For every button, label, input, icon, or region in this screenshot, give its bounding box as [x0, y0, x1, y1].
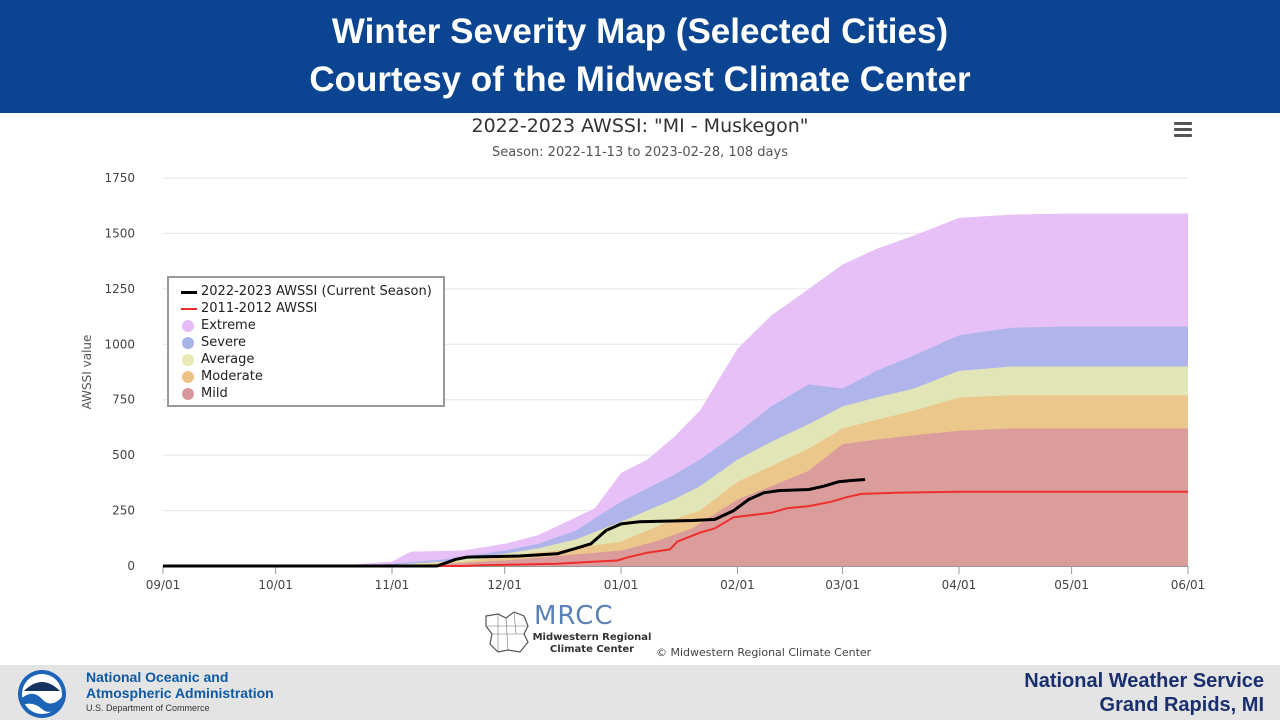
- x-tick-label: 12/01: [487, 578, 522, 592]
- nws-line2: Grand Rapids, MI: [1099, 694, 1264, 716]
- chart-subtitle: Season: 2022-11-13 to 2023-02-28, 108 da…: [491, 145, 788, 160]
- hamburger-menu-icon[interactable]: [1172, 119, 1194, 141]
- series-line-2011-2012: [163, 490, 1188, 567]
- legend-label: 2022-2023 AWSSI (Current Season): [201, 284, 432, 299]
- legend-item-current-season[interactable]: 2022-2023 AWSSI (Current Season): [179, 283, 443, 300]
- legend-label: Extreme: [201, 318, 256, 333]
- x-tick-label: 06/01: [1171, 578, 1206, 592]
- chart-credit-link[interactable]: © Midwestern Regional Climate Center: [656, 646, 872, 659]
- y-tick-label: 750: [112, 393, 135, 407]
- noaa-dept: U.S. Department of Commerce: [86, 703, 210, 713]
- legend-label: Mild: [201, 386, 228, 401]
- awssi-chart: 0 250 500 750 1000 1250 1500 1750 09/01 10/01 11/0…: [80, 171, 1206, 592]
- mrcc-name-line2: Climate Center: [549, 644, 635, 655]
- nws-office: National Weather Service Grand Rapids, M…: [1024, 669, 1264, 717]
- y-tick-label: 1750: [104, 171, 135, 185]
- legend-label: Severe: [201, 335, 246, 350]
- noaa-org-line2: Atmospheric Administration: [86, 685, 274, 701]
- legend-item-mild[interactable]: Mild: [179, 385, 443, 402]
- midwest-map-icon: [485, 611, 529, 653]
- legend-item-moderate[interactable]: Moderate: [179, 368, 443, 385]
- banner-subtitle: Courtesy of the Midwest Climate Center: [309, 60, 971, 99]
- mrcc-logo: MRCC Midwestern Regional Climate Center: [484, 601, 654, 660]
- series-line-current-season: [163, 478, 866, 568]
- x-tick-label: 09/01: [146, 578, 181, 592]
- chart-legend: 2022-2023 AWSSI (Current Season) 2011-20…: [167, 276, 445, 407]
- legend-item-severe[interactable]: Severe: [179, 334, 443, 351]
- y-tick-label: 1500: [104, 226, 135, 240]
- legend-label: Average: [201, 352, 255, 367]
- x-tick-label: 11/01: [375, 578, 410, 592]
- x-tick-label: 01/01: [604, 578, 639, 592]
- y-axis-title: AWSSI value: [80, 335, 94, 410]
- y-tick-label: 1250: [104, 282, 135, 296]
- legend-item-extreme[interactable]: Extreme: [179, 317, 443, 334]
- legend-label: 2011-2012 AWSSI: [201, 301, 318, 316]
- legend-item-average[interactable]: Average: [179, 351, 443, 368]
- noaa-org-name: National Oceanic and Atmospheric Adminis…: [86, 669, 274, 701]
- x-tick-label: 02/01: [720, 578, 755, 592]
- y-tick-label: 500: [112, 448, 135, 462]
- slide-footer: National Oceanic and Atmospheric Adminis…: [0, 665, 1280, 720]
- legend-label: Moderate: [201, 369, 263, 384]
- nws-line1: National Weather Service: [1024, 670, 1264, 692]
- slide-banner: Winter Severity Map (Selected Cities) Co…: [0, 0, 1280, 113]
- y-tick-label: 0: [127, 559, 135, 573]
- mrcc-name: Midwestern Regional Climate Center: [530, 632, 654, 656]
- y-tick-label: 1000: [104, 337, 135, 351]
- y-tick-label: 250: [112, 504, 135, 518]
- banner-title: Winter Severity Map (Selected Cities): [331, 12, 949, 51]
- legend-item-2011-2012[interactable]: 2011-2012 AWSSI: [179, 300, 443, 317]
- noaa-logo-icon: [18, 670, 66, 718]
- x-tick-label: 03/01: [825, 578, 860, 592]
- x-tick-label: 05/01: [1054, 578, 1089, 592]
- mrcc-name-line1: Midwestern Regional: [532, 632, 652, 643]
- chart-area: 0 250 500 750 1000 1250 1500 1750 09/01 10/01 11/0…: [0, 113, 1280, 665]
- noaa-org-line1: National Oceanic and: [86, 669, 229, 685]
- mrcc-letters: MRCC: [534, 601, 614, 631]
- band-mild: [163, 428, 1188, 566]
- chart-title: 2022-2023 AWSSI: "MI - Muskegon": [471, 115, 809, 137]
- x-tick-label: 04/01: [942, 578, 977, 592]
- x-tick-label: 10/01: [258, 578, 293, 592]
